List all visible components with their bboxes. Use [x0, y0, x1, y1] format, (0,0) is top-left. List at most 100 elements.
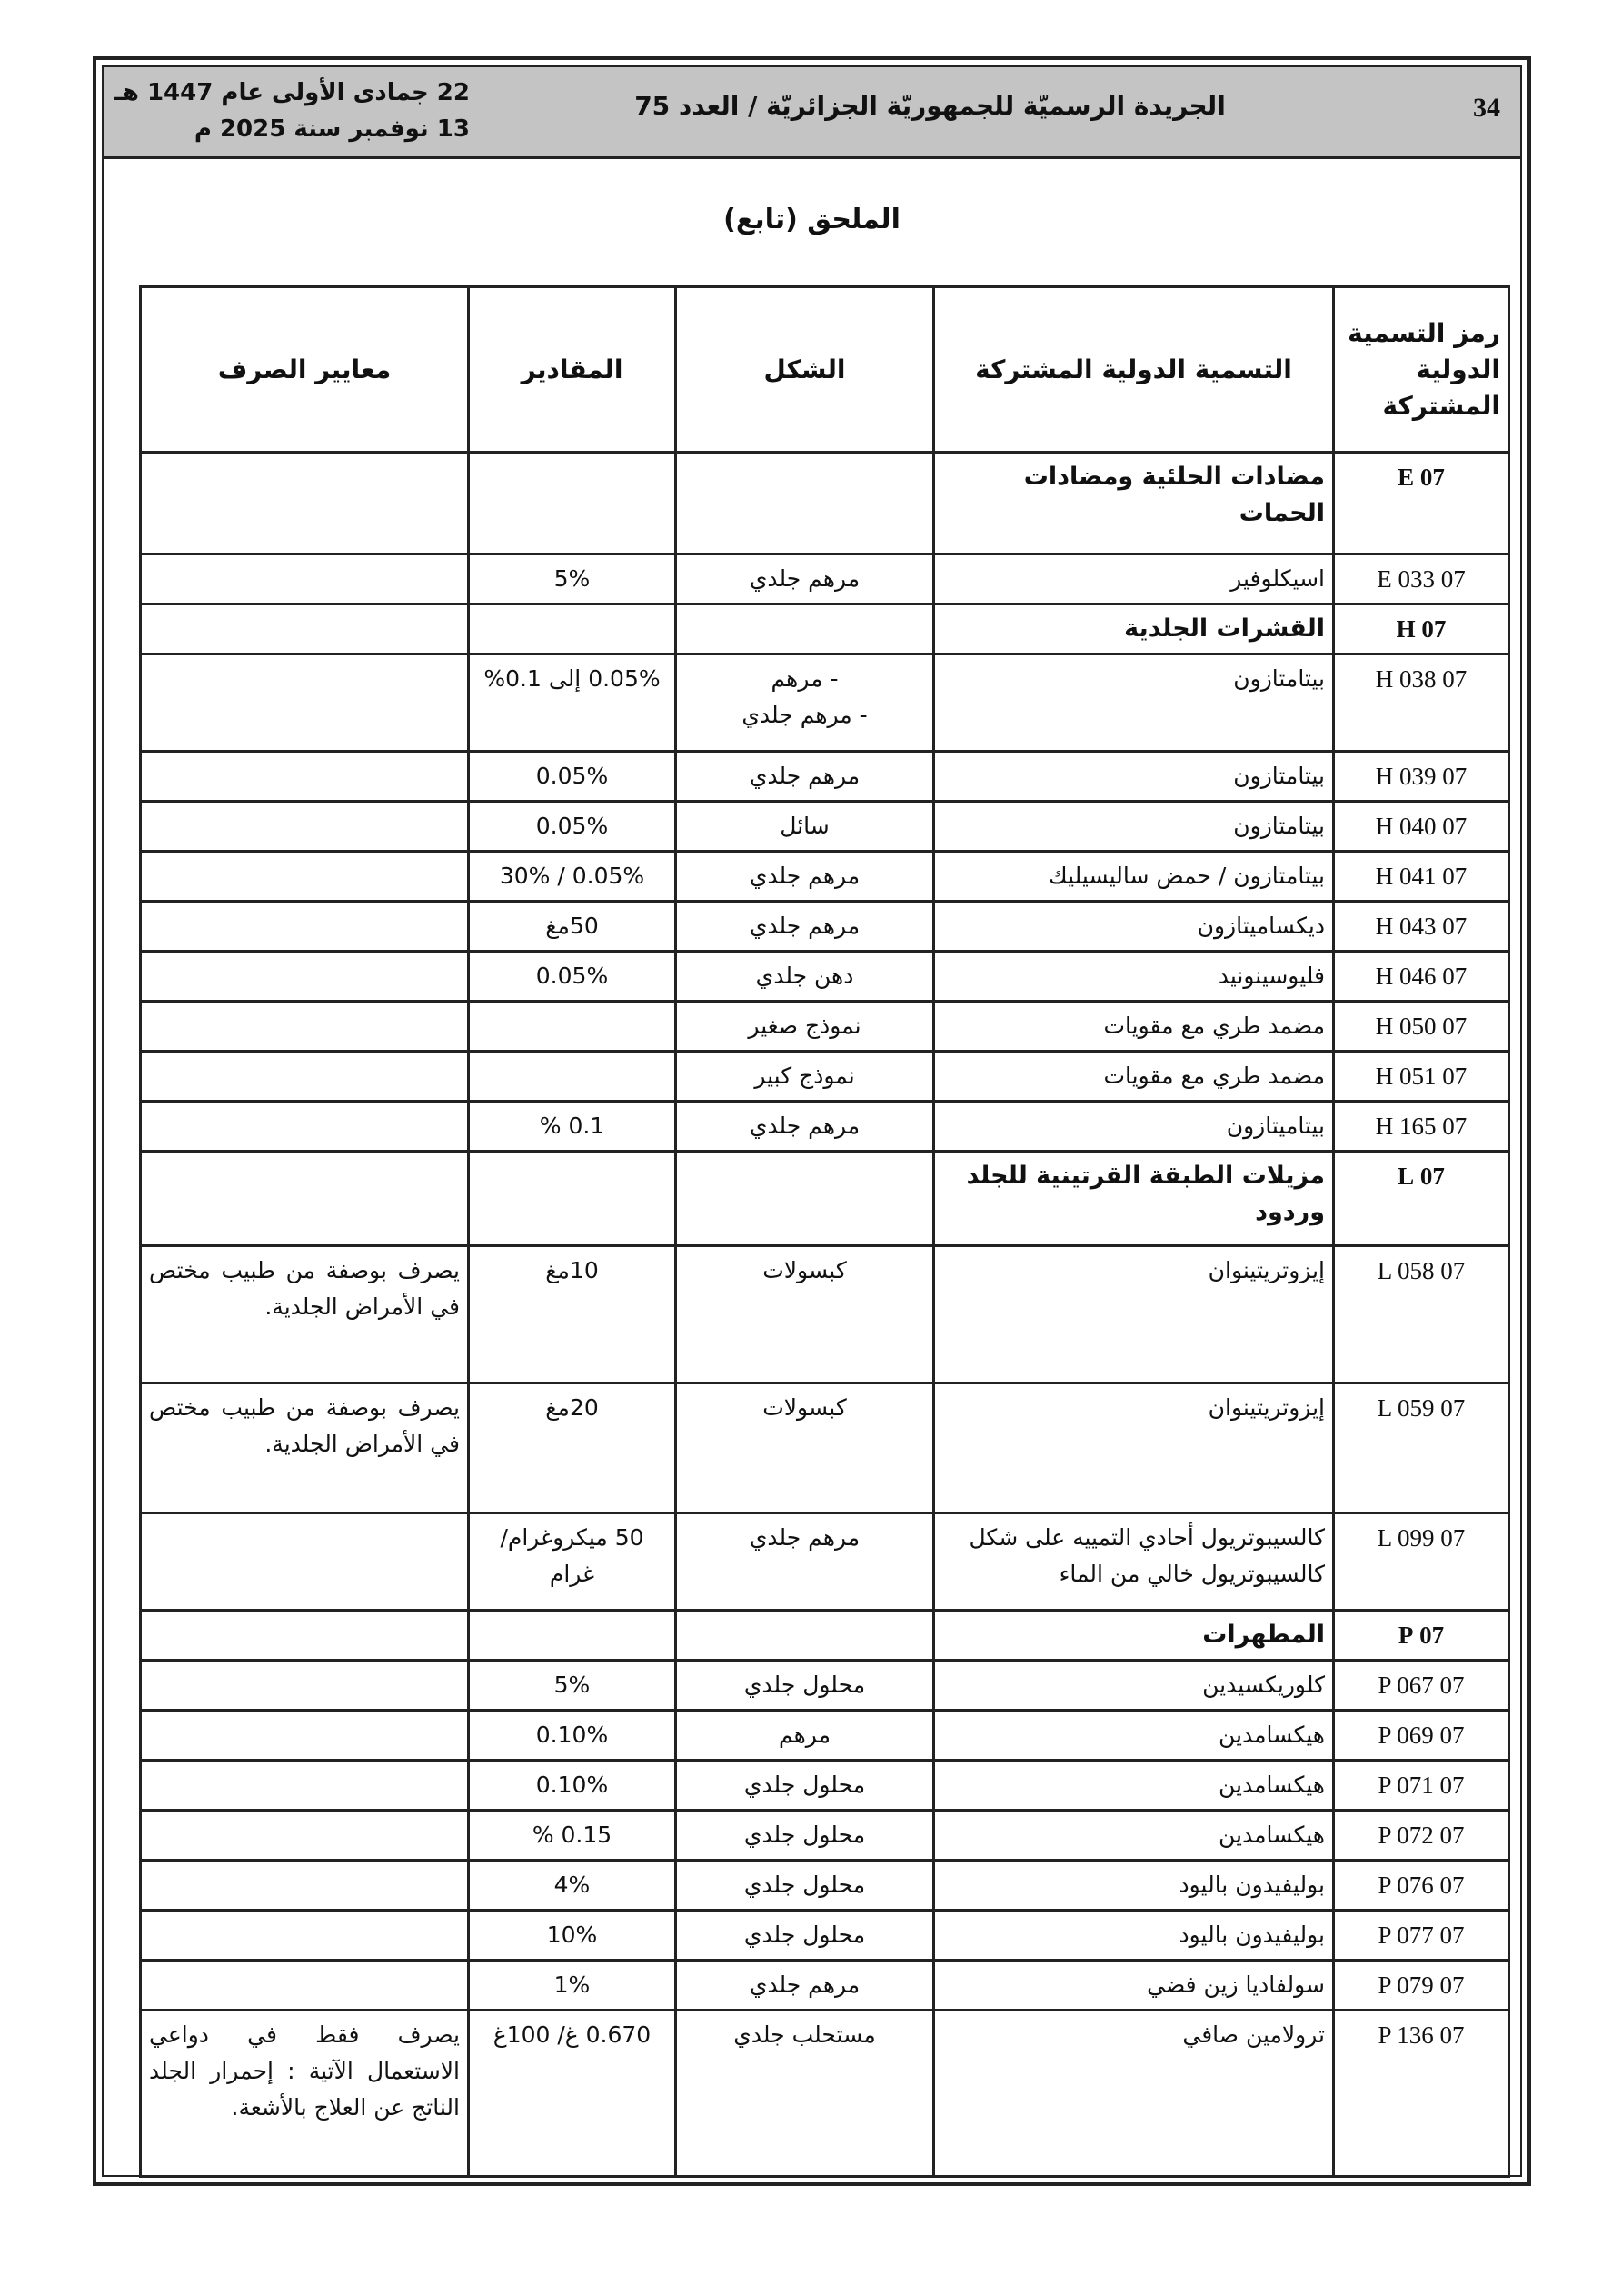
- cell-criteria: يصرف بوصفة من طبيب مختص في الأمراض الجلد…: [139, 1382, 470, 1514]
- cell-criteria: [139, 900, 470, 953]
- table-row: 07 H 041 بيتامتازون / حمض ساليسيليك مرهم ج…: [139, 850, 1510, 903]
- cell-name: إيزوتريتينوان: [932, 1244, 1335, 1384]
- cell-amount: [467, 451, 677, 555]
- cell-amount: [467, 1609, 677, 1662]
- cell-name: بوليفيدون باليود: [932, 1859, 1335, 1912]
- cell-criteria: يصرف بوصفة من طبيب مختص في الأمراض الجلد…: [139, 1244, 470, 1384]
- cell-criteria: [139, 1050, 470, 1103]
- cell-amount: [467, 1050, 677, 1103]
- cell-code: 07 P 076: [1332, 1859, 1510, 1912]
- cell-code: 07 H 039: [1332, 750, 1510, 803]
- cell-amount: [467, 1000, 677, 1053]
- cell-amount: 0.05%: [467, 950, 677, 1003]
- cell-form: نموذج صغير: [674, 1000, 935, 1053]
- cell-criteria: [139, 1809, 470, 1862]
- cell-criteria: [139, 1150, 470, 1247]
- cell-form: [674, 603, 935, 655]
- cell-code: 07 H 038: [1332, 653, 1510, 753]
- page-inner-frame: 34 الجريدة الرسميّة للجمهوريّة الجزائريّ…: [102, 65, 1522, 2178]
- cell-form: مرهم جلدي: [674, 750, 935, 803]
- cell-form: مستحلب جلدي: [674, 2009, 935, 2178]
- table-row: 07 P 079 سولفاديا زين فضي مرهم جلدي 1%: [139, 1959, 1510, 2011]
- cell-code: 07 H 050: [1332, 1000, 1510, 1053]
- cell-form: محلول جلدي: [674, 1909, 935, 1962]
- cell-amount: 10%: [467, 1909, 677, 1962]
- cell-code: 07 E 033: [1332, 553, 1510, 605]
- cell-criteria: [139, 1759, 470, 1812]
- cell-amount: 5%: [467, 553, 677, 605]
- cell-form: نموذج كبير: [674, 1050, 935, 1103]
- cell-criteria: يصرف فقط في دواعي الاستعمال الآتية : إحم…: [139, 2009, 470, 2178]
- cell-code: 07 L 058: [1332, 1244, 1510, 1384]
- cell-criteria: [139, 800, 470, 853]
- cell-code: 07 P 079: [1332, 1959, 1510, 2011]
- table-row: 07 H 040 بيتامتازون سائل 0.05%: [139, 800, 1510, 853]
- cell-criteria: [139, 950, 470, 1003]
- cell-amount: 0.10%: [467, 1759, 677, 1812]
- cell-form: [674, 1150, 935, 1247]
- date-hijri: 22 جمادى الأولى عام 1447 هـ: [114, 79, 470, 106]
- cell-name: بيتامتازون: [932, 800, 1335, 853]
- cell-name: هيكسامدين: [932, 1809, 1335, 1862]
- cell-criteria: [139, 1000, 470, 1053]
- table-header-row: رمز التسمية الدولية المشتركة التسمية الد…: [139, 285, 1510, 454]
- cell-amount: 5%: [467, 1659, 677, 1712]
- cell-code: 07 H 165: [1332, 1100, 1510, 1153]
- page-number: 34: [1473, 93, 1500, 123]
- table-row: 07 H 039 بيتامتازون مرهم جلدي 0.05%: [139, 750, 1510, 803]
- cell-form: محلول جلدي: [674, 1659, 935, 1712]
- cell-name: بيتامتازون / حمض ساليسيليك: [932, 850, 1335, 903]
- table-body: 07 E مضادات الحلئية ومضادات الحمات 07 E 03…: [139, 451, 1510, 2178]
- date-gregorian: 13 نوفمبر سنة 2025 م: [194, 115, 470, 143]
- section-row: 07 E مضادات الحلئية ومضادات الحمات: [139, 451, 1510, 555]
- cell-name: بوليفيدون باليود: [932, 1909, 1335, 1962]
- cell-name: سولفاديا زين فضي: [932, 1959, 1335, 2011]
- cell-name: بيتامتازون: [932, 750, 1335, 803]
- cell-form: كبسولات: [674, 1244, 935, 1384]
- section-row: 07 P المطهرات: [139, 1609, 1510, 1662]
- cell-amount: 0.05% إلى 0.1%: [467, 653, 677, 753]
- cell-form: [674, 1609, 935, 1662]
- cell-amount: 50 ميكروغرام/ غرام: [467, 1512, 677, 1612]
- table-row: 07 H 165 بيتاميتازون مرهم جلدي 0.1 %: [139, 1100, 1510, 1153]
- medicines-table: رمز التسمية الدولية المشتركة التسمية الد…: [139, 285, 1510, 2178]
- annex-title: الملحق (تابع): [723, 204, 901, 235]
- cell-name: ترولامين صافي: [932, 2009, 1335, 2178]
- cell-name: مضمد طري مع مقويات: [932, 1050, 1335, 1103]
- cell-amount: 0.10%: [467, 1709, 677, 1762]
- table-row: 07 H 046 فليوسينونيد دهن جلدي 0.05%: [139, 950, 1510, 1003]
- cell-form: مرهم جلدي: [674, 1959, 935, 2011]
- section-row: 07 L مزيلات الطبقة القرتينية للجلد وردود: [139, 1150, 1510, 1247]
- cell-criteria: [139, 1100, 470, 1153]
- cell-code: 07 L 099: [1332, 1512, 1510, 1612]
- column-header-form: الشكل: [674, 285, 935, 454]
- table-row: 07 H 043 ديكساميتازون مرهم جلدي 50مغ: [139, 900, 1510, 953]
- cell-code: 07 H 046: [1332, 950, 1510, 1003]
- gazette-title: الجريدة الرسميّة للجمهوريّة الجزائريّة /…: [634, 91, 1226, 121]
- cell-amount: 0.15 %: [467, 1809, 677, 1862]
- column-header-criteria: معايير الصرف: [139, 285, 470, 454]
- cell-form: مرهم جلدي: [674, 1512, 935, 1612]
- cell-code: 07 L 059: [1332, 1382, 1510, 1514]
- cell-code: 07 H: [1332, 603, 1510, 655]
- cell-code: 07 P 077: [1332, 1909, 1510, 1962]
- cell-criteria: [139, 1959, 470, 2011]
- cell-criteria: [139, 1859, 470, 1912]
- cell-name: بيتاميتازون: [932, 1100, 1335, 1153]
- cell-form: مرهم جلدي: [674, 1100, 935, 1153]
- cell-code: 07 H 041: [1332, 850, 1510, 903]
- cell-amount: 0.05%: [467, 750, 677, 803]
- cell-form: مرهم: [674, 1709, 935, 1762]
- cell-amount: 0.05%: [467, 800, 677, 853]
- cell-criteria: [139, 553, 470, 605]
- cell-name: إيزوتريتينوان: [932, 1382, 1335, 1514]
- cell-name: المطهرات: [932, 1609, 1335, 1662]
- cell-name: اسيكلوفير: [932, 553, 1335, 605]
- cell-name: هيكسامدين: [932, 1709, 1335, 1762]
- table-row: 07 P 071 هيكسامدين محلول جلدي 0.10%: [139, 1759, 1510, 1812]
- cell-form: - مرهم - مرهم جلدي: [674, 653, 935, 753]
- cell-criteria: [139, 603, 470, 655]
- issue-date: 22 جمادى الأولى عام 1447 هـ 13 نوفمبر سن…: [114, 75, 470, 147]
- table-row: 07 L 099 كالسيبوتريول أحادي التمييه على ش…: [139, 1512, 1510, 1612]
- gazette-header: 34 الجريدة الرسميّة للجمهوريّة الجزائريّ…: [104, 67, 1520, 159]
